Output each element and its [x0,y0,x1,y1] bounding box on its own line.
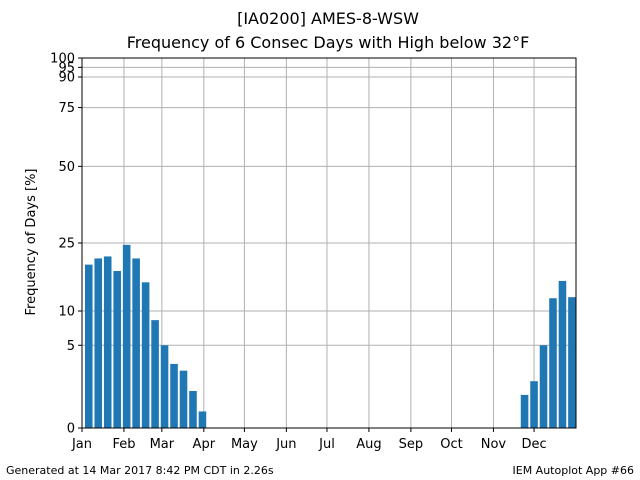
y-tick-label: 95 [58,61,75,76]
bar-series [84,244,576,428]
bar [558,280,567,428]
bar [141,282,150,428]
bar [160,345,169,428]
y-tick-label: 90 [58,70,75,85]
bar [170,363,178,428]
generated-timestamp: Generated at 14 Mar 2017 8:42 PM CDT in … [6,464,274,477]
x-tick-label: Sep [399,437,424,452]
x-tick-label: Nov [481,437,507,452]
bar [520,394,529,428]
bar [84,264,93,428]
x-tick-label: Feb [112,437,135,452]
x-tick-label: Oct [440,437,462,452]
bar [539,345,548,428]
x-tick-label: Aug [356,437,381,452]
y-tick-label: 50 [58,160,75,175]
bar [103,256,112,428]
x-tick-label: May [231,437,258,452]
bar [530,381,538,428]
bar [94,258,103,428]
bar [549,298,557,428]
x-tick-label: Jun [275,437,296,452]
chart-title: Frequency of 6 Consec Days with High bel… [126,33,530,52]
x-tick-label: Jul [318,437,335,452]
app-credit: IEM Autoplot App #66 [512,464,635,477]
chart-title-station: [IA0200] AMES-8-WSW [237,9,419,28]
bar [151,320,159,428]
bar [198,411,207,428]
y-tick-label: 25 [58,237,75,252]
bar [132,258,140,428]
bar [568,297,576,428]
bar [179,370,188,428]
bar [122,244,131,428]
y-tick-label: 75 [58,101,75,116]
y-tick-label: 100 [50,52,75,67]
bar [113,271,121,428]
x-tick-label: Jan [71,437,92,452]
y-tick-label: 5 [67,339,75,354]
y-tick-label: 10 [58,304,75,319]
x-tick-label: Dec [521,437,546,452]
y-tick-label: 0 [67,422,75,437]
x-tick-label: Apr [193,437,216,452]
x-tick-label: Mar [150,437,175,452]
y-axis-label: Frequency of Days [%] [24,168,39,315]
bar [189,391,197,428]
